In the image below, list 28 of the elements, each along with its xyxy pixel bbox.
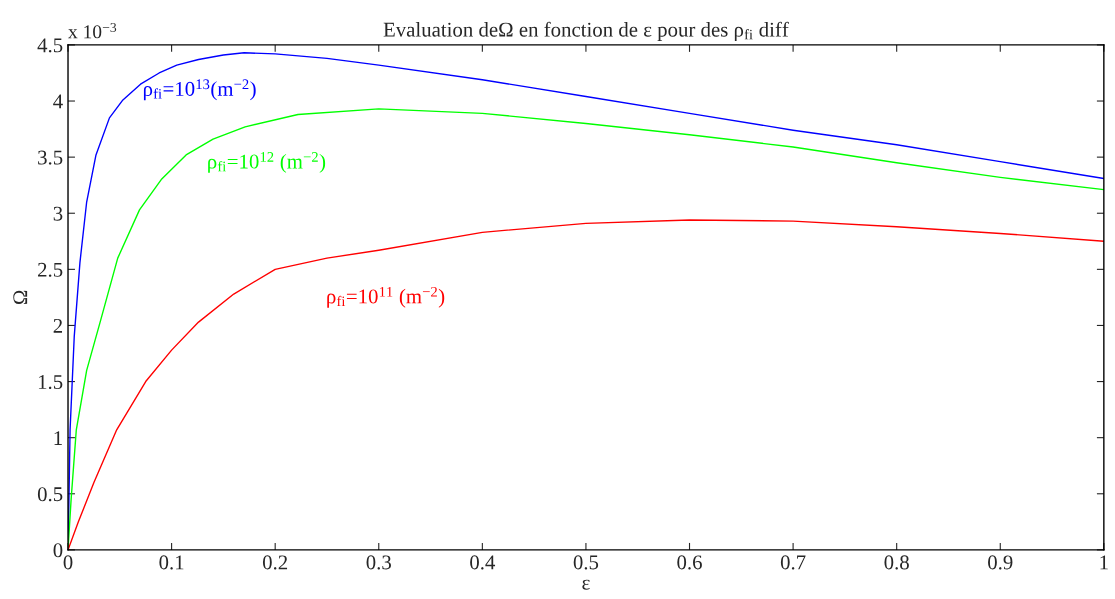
x-tick-label: 0.4 — [470, 555, 496, 570]
series-label: ρ$_{fi}$=10$^{11}$ (m$^{−2}$) — [327, 286, 445, 308]
x-tick-label: 0.6 — [677, 555, 702, 570]
y-tick-label: 1 — [54, 431, 62, 445]
y-tick-label: 4 — [53, 94, 63, 109]
y-tick-label: 3 — [53, 206, 63, 221]
y-tick-label: 0.5 — [37, 487, 63, 502]
x-tick-label: 0 — [63, 555, 73, 570]
y-tick-label: 2.5 — [38, 262, 63, 277]
x-tick-label: 0.9 — [988, 555, 1013, 570]
y-tick-label: 3.5 — [38, 150, 63, 165]
x-axis-title: ε — [582, 579, 590, 590]
x-tick-label: 0.5 — [573, 555, 599, 570]
text: x 10$^{−3}$ — [68, 22, 117, 39]
chart-title: Evaluation deΩ en fonction de ε pour des ρ$_{fi}$ diff — [383, 21, 789, 41]
y-axis-title: Ω — [13, 290, 28, 305]
y-tick-label: 1.5 — [38, 375, 63, 390]
x-tick-label: 0.2 — [262, 555, 288, 570]
y-tick-label: 4.5 — [37, 38, 63, 53]
series-label: ρ$_{fi}$=10$^{13}$(m$^{−2}$) — [143, 79, 256, 101]
x-tick-label: 0.8 — [884, 555, 909, 570]
x-tick-label: 0.3 — [366, 555, 391, 570]
series-label: ρ$_{fi}$=10$^{12}$ (m$^{−2}$) — [208, 152, 326, 173]
x-tick-label: 1 — [1100, 555, 1108, 570]
x-tick-label: 0.7 — [780, 555, 806, 570]
x-tick-label: 0.1 — [159, 555, 184, 570]
y-tick-label: 0 — [53, 543, 63, 558]
y-tick-label: 2 — [53, 318, 62, 333]
